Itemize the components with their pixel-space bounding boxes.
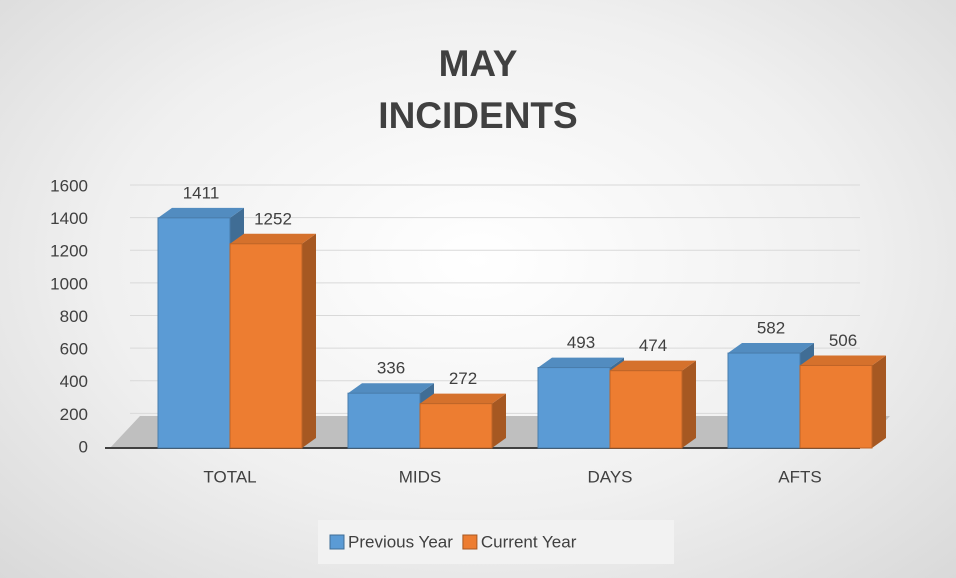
bar	[419, 403, 493, 449]
bar-top	[420, 393, 506, 404]
y-tick-label: 0	[79, 437, 88, 456]
x-tick-label: DAYS	[587, 467, 632, 486]
y-tick-label: 1600	[50, 176, 88, 195]
bar	[609, 370, 683, 449]
bar-side	[872, 355, 886, 448]
legend-swatch	[462, 534, 478, 550]
bar	[727, 352, 801, 449]
data-label: 493	[567, 333, 595, 352]
y-tick-label: 1000	[50, 274, 88, 293]
bar-top	[610, 360, 696, 371]
bar-side	[302, 233, 316, 448]
y-tick-label: 400	[60, 372, 88, 391]
legend-label: Current Year	[481, 532, 577, 551]
data-label: 272	[449, 369, 477, 388]
bar-top	[348, 383, 434, 394]
legend-box	[318, 520, 674, 564]
bar-top	[158, 207, 244, 218]
y-tick-label: 600	[60, 340, 88, 359]
bar-group: 474	[609, 336, 696, 449]
bar-top	[538, 357, 624, 368]
data-label: 1252	[254, 209, 292, 228]
y-tick-label: 800	[60, 307, 88, 326]
data-label: 336	[377, 359, 405, 378]
bar	[799, 364, 873, 449]
bar	[229, 243, 303, 449]
data-label: 506	[829, 331, 857, 350]
data-label: 1411	[183, 183, 220, 202]
bar	[347, 392, 421, 449]
x-tick-label: MIDS	[399, 467, 442, 486]
bar-side	[492, 393, 506, 448]
chart-title: MAY INCIDENTS	[378, 43, 578, 136]
bar-side	[682, 360, 696, 448]
legend-swatch	[329, 534, 345, 550]
bar-top	[230, 233, 316, 244]
y-tick-label: 200	[60, 405, 88, 424]
bar-group: 272	[419, 369, 506, 449]
x-tick-label: TOTAL	[203, 467, 256, 486]
bar-top	[728, 343, 814, 354]
data-label: 582	[757, 319, 785, 338]
bar-group: 1252	[229, 209, 316, 449]
legend-label: Previous Year	[348, 532, 453, 551]
y-tick-label: 1200	[50, 242, 88, 261]
bar-group: 506	[799, 331, 886, 449]
x-tick-label: AFTS	[778, 467, 821, 486]
bar-top	[800, 355, 886, 366]
bar	[157, 217, 231, 449]
bar	[537, 367, 611, 449]
data-label: 474	[639, 336, 667, 355]
y-tick-label: 1400	[50, 209, 88, 228]
